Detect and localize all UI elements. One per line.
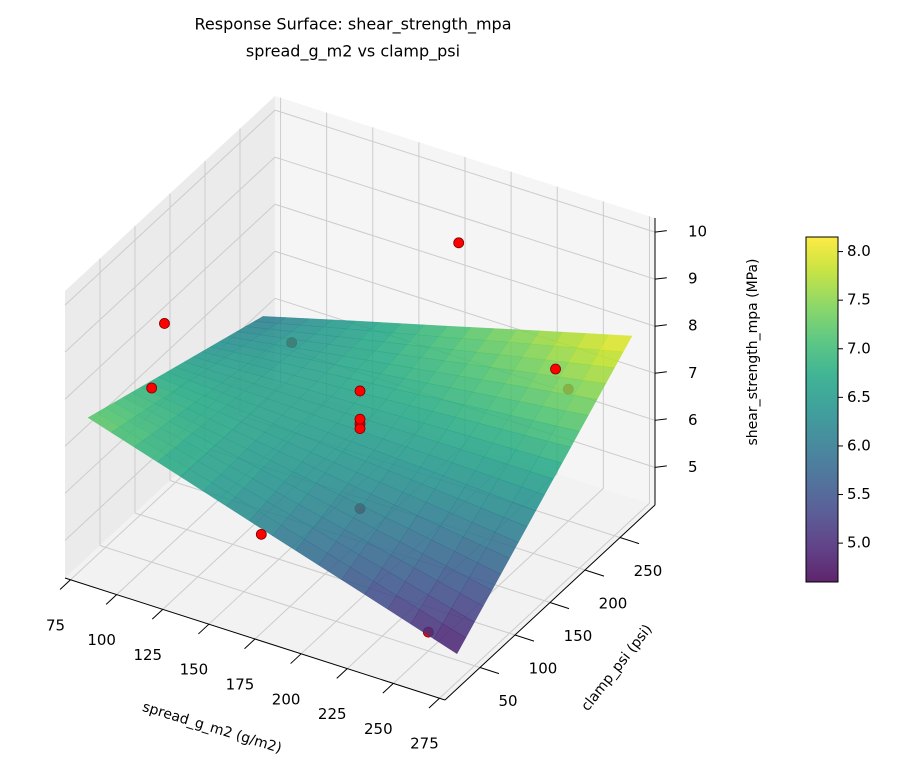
data-point (354, 423, 366, 434)
tick-mark (654, 465, 667, 468)
x-tick-label: 125 (133, 646, 162, 664)
z-tick-label: 7 (688, 364, 698, 382)
tick-mark (428, 697, 440, 709)
x-tick-label: 175 (226, 676, 255, 694)
tick-mark (654, 418, 667, 421)
z-tick-label: 5 (688, 458, 698, 476)
z-tick-label: 8 (688, 317, 698, 335)
grid-line (274, 109, 656, 233)
data-point (146, 382, 158, 394)
colorbar-tick-label: 8.0 (847, 242, 871, 260)
data-point (453, 237, 465, 249)
x-tick-label: 200 (272, 690, 301, 708)
grid-line (64, 203, 276, 400)
x-tick-label: 275 (410, 735, 439, 753)
y-tick-label: 100 (529, 660, 558, 678)
colorbar-fill (805, 236, 839, 583)
chart-title: Response Surface: shear_strength_mpa (195, 15, 512, 35)
chart-subtitle: spread_g_m2 vs clamp_psi (246, 42, 460, 62)
data-point (550, 363, 561, 375)
data-point (159, 318, 170, 329)
y-tick-label: 200 (599, 595, 628, 613)
colorbar-tick-label: 6.5 (847, 388, 871, 406)
z-tick-label: 6 (688, 411, 698, 429)
colorbar: 5.0 5.5 6.0 6.5 7.0 7.5 8.0 (805, 236, 871, 583)
y-tick-label: 250 (634, 562, 663, 580)
tick-mark (290, 653, 302, 664)
colorbar-tick-label: 7.0 (847, 339, 871, 357)
tick-mark (619, 537, 640, 545)
tick-mark (382, 683, 394, 694)
tick-mark (479, 667, 500, 675)
grid-line (64, 156, 276, 353)
tick-mark (59, 579, 71, 590)
y-tick-label: 150 (564, 627, 593, 645)
z-axis-label: shear_strength_mpa (MPa) (745, 258, 761, 445)
colorbar-tick-label: 5.5 (847, 485, 871, 503)
grid-line (99, 545, 481, 668)
tick-mark (105, 594, 117, 605)
tick-mark (151, 609, 164, 620)
tick-mark (654, 371, 667, 374)
z-tick-label: 10 (688, 223, 707, 241)
colorbar-tick-label: 7.5 (847, 291, 871, 309)
x-tick-label: 150 (180, 661, 209, 679)
tick-mark (654, 277, 667, 280)
surface-patch (433, 623, 466, 655)
data-point (354, 413, 366, 425)
tick-mark (584, 569, 605, 577)
grid-line (64, 109, 276, 306)
tick-mark (549, 602, 570, 610)
tick-mark (336, 668, 348, 679)
grid-line (274, 203, 656, 327)
grid-line (274, 156, 656, 280)
x-axis-label: spread_g_m2 (g/m2) (140, 699, 283, 757)
z-tick-label: 9 (688, 270, 698, 288)
points-over (146, 237, 561, 540)
x-tick-label: 100 (87, 631, 116, 649)
y-tick-label: 50 (498, 692, 517, 710)
colorbar-tick-label: 6.0 (847, 436, 871, 454)
x-tick-label: 75 (46, 616, 65, 634)
surface (87, 316, 633, 655)
data-point (354, 385, 366, 397)
data-point (255, 528, 267, 540)
x-tick-label: 225 (318, 705, 347, 723)
tick-mark (654, 324, 667, 327)
y-axis-line (444, 504, 656, 701)
tick-mark (198, 623, 210, 635)
tick-mark (514, 634, 535, 642)
tick-mark (654, 230, 667, 233)
tick-mark (244, 638, 256, 650)
x-tick-label: 250 (364, 720, 393, 738)
x-axis-line (64, 577, 446, 701)
colorbar-tick-label: 5.0 (847, 534, 871, 552)
